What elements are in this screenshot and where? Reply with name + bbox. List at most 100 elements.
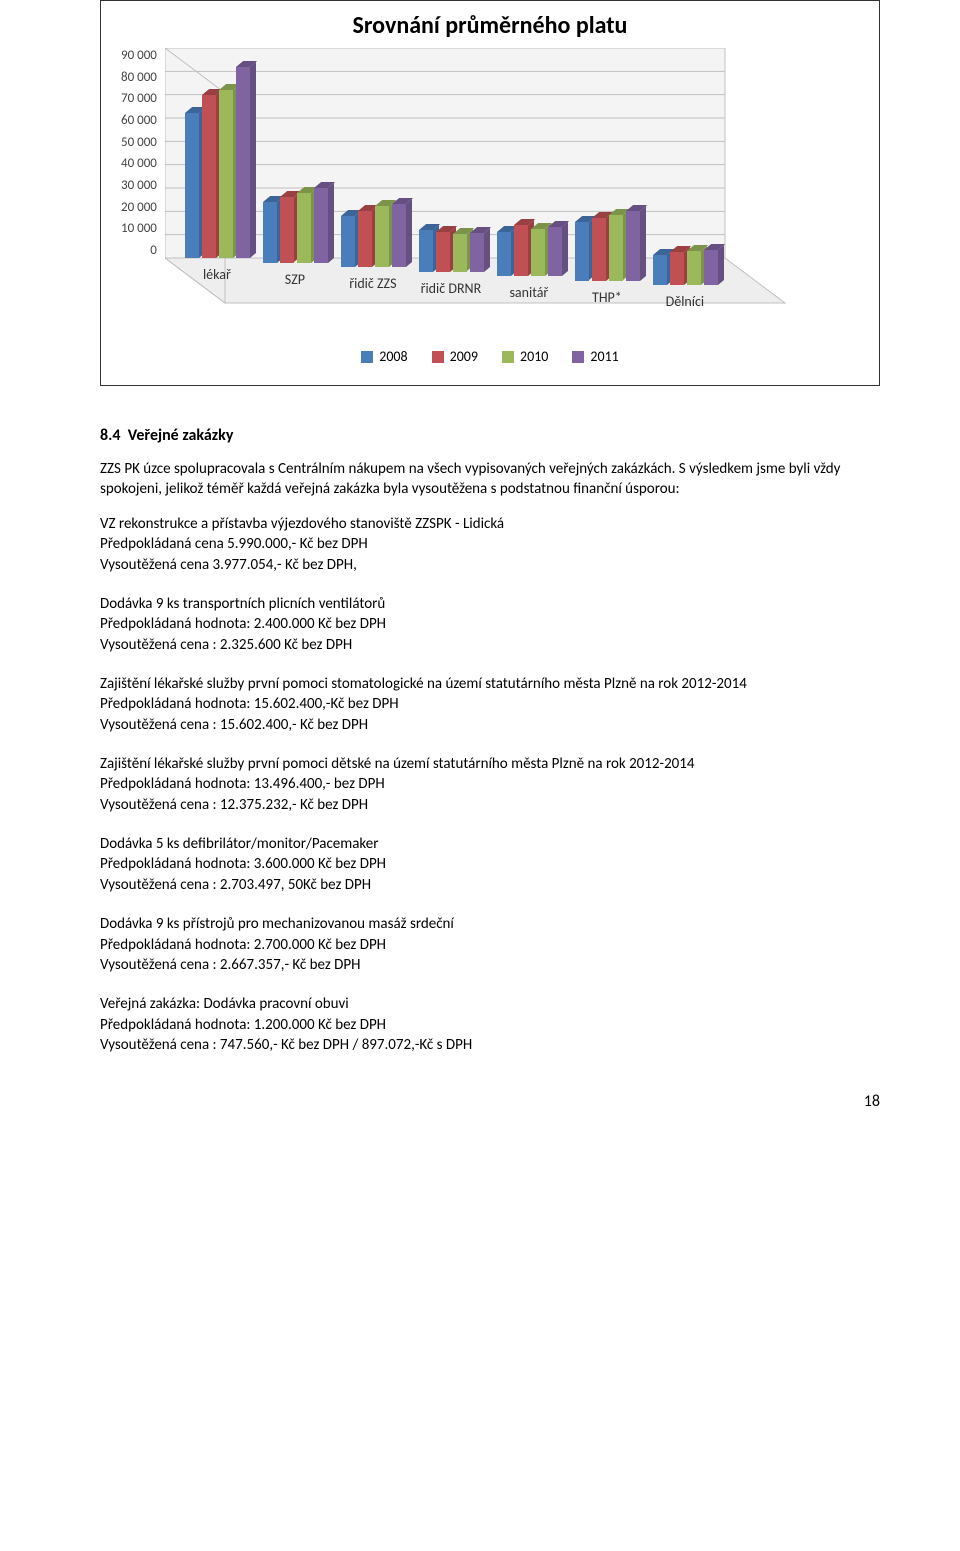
item-result: Vysoutěžená cena : 2.325.600 Kč bez DPH bbox=[100, 635, 880, 656]
legend-label: 2010 bbox=[520, 348, 548, 365]
item-expected: Předpokládaná hodnota: 2.700.000 Kč bez … bbox=[100, 935, 880, 956]
legend-item: 2011 bbox=[572, 348, 618, 365]
bar bbox=[514, 225, 528, 276]
bar-group bbox=[419, 230, 484, 272]
item-title: Veřejná zakázka: Dodávka pracovní obuvi bbox=[100, 994, 880, 1015]
item-result: Vysoutěžená cena : 15.602.400,- Kč bez D… bbox=[100, 715, 880, 736]
bar bbox=[185, 113, 199, 258]
procurement-item: Dodávka 9 ks přístrojů pro mechanizovano… bbox=[100, 914, 880, 976]
ytick: 90 000 bbox=[121, 48, 157, 63]
item-title: Dodávka 9 ks přístrojů pro mechanizovano… bbox=[100, 914, 880, 935]
procurement-item: Veřejná zakázka: Dodávka pracovní obuviP… bbox=[100, 994, 880, 1056]
bar bbox=[219, 90, 233, 258]
item-expected: Předpokládaná hodnota: 3.600.000 Kč bez … bbox=[100, 854, 880, 875]
bar-group bbox=[341, 204, 406, 267]
bar bbox=[297, 193, 311, 263]
item-title: Dodávka 9 ks transportních plicních vent… bbox=[100, 594, 880, 615]
legend-swatch bbox=[572, 351, 584, 363]
chart-body: 90 000 80 000 70 000 60 000 50 000 40 00… bbox=[121, 48, 859, 328]
section-title: Veřejné zakázky bbox=[128, 426, 234, 445]
legend-item: 2008 bbox=[361, 348, 407, 365]
intro-paragraph: ZZS PK úzce spolupracovala s Centrálním … bbox=[100, 459, 880, 500]
bar bbox=[653, 255, 667, 285]
legend-label: 2008 bbox=[379, 348, 407, 365]
bar bbox=[263, 202, 277, 263]
ytick: 70 000 bbox=[121, 91, 157, 106]
category-label: řidič DRNR bbox=[411, 280, 491, 297]
category-label: sanitář bbox=[489, 284, 569, 301]
section-heading: 8.4 Veřejné zakázky bbox=[100, 426, 880, 445]
item-result: Vysoutěžená cena : 2.703.497, 50Kč bez D… bbox=[100, 875, 880, 896]
item-result: Vysoutěžená cena : 2.667.357,- Kč bez DP… bbox=[100, 955, 880, 976]
procurement-item: Dodávka 5 ks defibrilátor/monitor/Pacema… bbox=[100, 834, 880, 896]
bar-group bbox=[653, 250, 718, 285]
category-label: lékař bbox=[177, 266, 257, 283]
ytick: 80 000 bbox=[121, 70, 157, 85]
page-number: 18 bbox=[100, 1092, 880, 1111]
bar bbox=[575, 222, 589, 280]
ytick: 0 bbox=[121, 243, 157, 258]
item-result: Vysoutěžená cena 3.977.054,- Kč bez DPH, bbox=[100, 555, 880, 576]
ytick: 20 000 bbox=[121, 200, 157, 215]
procurement-item: Dodávka 9 ks transportních plicních vent… bbox=[100, 594, 880, 656]
item-result: Vysoutěžená cena : 747.560,- Kč bez DPH … bbox=[100, 1035, 880, 1056]
ytick: 60 000 bbox=[121, 113, 157, 128]
item-expected: Předpokládaná hodnota: 2.400.000 Kč bez … bbox=[100, 614, 880, 635]
bar bbox=[531, 229, 545, 276]
procurement-item: Zajištění lékařské služby první pomoci s… bbox=[100, 674, 880, 736]
bar bbox=[687, 251, 701, 285]
bar bbox=[548, 227, 562, 276]
ytick: 10 000 bbox=[121, 221, 157, 236]
bar bbox=[453, 234, 467, 271]
ytick: 50 000 bbox=[121, 135, 157, 150]
section-number: 8.4 bbox=[100, 426, 121, 445]
bar bbox=[670, 252, 684, 285]
item-expected: Předpokládaná cena 5.990.000,- Kč bez DP… bbox=[100, 534, 880, 555]
legend-swatch bbox=[432, 351, 444, 363]
bar bbox=[236, 67, 250, 258]
category-label: Dělníci bbox=[645, 293, 725, 310]
procurement-item: Zajištění lékařské služby první pomoci d… bbox=[100, 754, 880, 816]
legend-item: 2010 bbox=[502, 348, 548, 365]
bar bbox=[341, 216, 355, 267]
salary-chart: Srovnání průměrného platu 90 000 80 000 … bbox=[100, 0, 880, 386]
bar bbox=[358, 211, 372, 267]
bar-group bbox=[185, 67, 250, 258]
chart-legend: 2008 2009 2010 2011 bbox=[121, 348, 859, 365]
procurement-list: VZ rekonstrukce a přístavba výjezdového … bbox=[100, 514, 880, 1056]
legend-label: 2011 bbox=[590, 348, 618, 365]
category-label: řidič ZZS bbox=[333, 275, 413, 292]
legend-item: 2009 bbox=[432, 348, 478, 365]
bar-group bbox=[497, 225, 562, 276]
item-title: Zajištění lékařské služby první pomoci s… bbox=[100, 674, 880, 695]
item-title: Zajištění lékařské služby první pomoci d… bbox=[100, 754, 880, 775]
legend-label: 2009 bbox=[450, 348, 478, 365]
chart-title: Srovnání průměrného platu bbox=[121, 11, 859, 40]
legend-swatch bbox=[502, 351, 514, 363]
bar bbox=[626, 211, 640, 281]
ytick: 40 000 bbox=[121, 156, 157, 171]
legend-swatch bbox=[361, 351, 373, 363]
item-expected: Předpokládaná hodnota: 1.200.000 Kč bez … bbox=[100, 1015, 880, 1036]
plot-area: lékařSZPřidič ZZSřidič DRNRsanitářTHP*Dě… bbox=[165, 48, 825, 328]
bar bbox=[314, 188, 328, 263]
item-title: VZ rekonstrukce a přístavba výjezdového … bbox=[100, 514, 880, 535]
item-expected: Předpokládaná hodnota: 15.602.400,-Kč be… bbox=[100, 694, 880, 715]
category-label: SZP bbox=[255, 271, 335, 288]
bar bbox=[392, 204, 406, 267]
bar bbox=[704, 250, 718, 285]
bar-group bbox=[263, 188, 328, 263]
bar bbox=[419, 230, 433, 272]
bar-group bbox=[575, 211, 640, 281]
item-result: Vysoutěžená cena : 12.375.232,- Kč bez D… bbox=[100, 795, 880, 816]
item-title: Dodávka 5 ks defibrilátor/monitor/Pacema… bbox=[100, 834, 880, 855]
bar bbox=[202, 95, 216, 258]
ytick: 30 000 bbox=[121, 178, 157, 193]
y-axis: 90 000 80 000 70 000 60 000 50 000 40 00… bbox=[121, 48, 157, 258]
bar bbox=[609, 215, 623, 280]
bar bbox=[470, 233, 484, 272]
bar bbox=[280, 197, 294, 262]
procurement-item: VZ rekonstrukce a přístavba výjezdového … bbox=[100, 514, 880, 576]
category-label: THP* bbox=[567, 289, 647, 306]
bar bbox=[592, 218, 606, 281]
